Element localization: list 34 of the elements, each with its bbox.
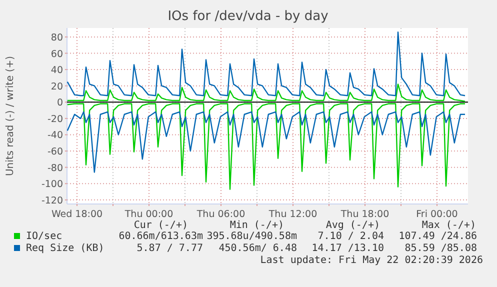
text: 85.59 /85.08: [404, 243, 477, 254]
x-tick-label: Fri 00:00: [416, 209, 458, 220]
y-tick-label: 20: [50, 81, 63, 92]
chart-title: IOs for /dev/vda - by day: [168, 9, 329, 24]
y-tick-label: -100: [41, 179, 63, 190]
text: 107.49 /24.86: [398, 231, 477, 242]
y-tick-label: -120: [41, 195, 63, 206]
text: 7.10 / 2.04: [318, 231, 384, 242]
text: Min (-/+): [230, 220, 284, 231]
text: Avg (-/+): [326, 220, 380, 231]
x-tick-label: Thu 18:00: [340, 209, 390, 220]
legend-label: Req Size (KB): [26, 243, 104, 254]
x-tick-label: Thu 12:00: [268, 209, 318, 220]
text: 5.87 / 7.77: [136, 243, 203, 254]
text: 60.66m/613.63m: [118, 231, 203, 242]
y-tick-label: -60: [47, 146, 63, 158]
y-tick-label: -20: [47, 114, 63, 125]
text: 14.17 /13.10: [312, 243, 384, 254]
y-axis-title: Units read (-) / write (+): [5, 56, 16, 176]
text: Max (-/+): [422, 220, 476, 231]
text: Cur (-/+): [134, 220, 188, 231]
y-tick-label: 0: [56, 98, 63, 109]
x-tick-label: Wed 18:00: [51, 209, 103, 220]
legend-label: IO/sec: [26, 231, 62, 242]
text: 450.56m/ 6.48: [218, 243, 297, 254]
y-tick-label: 80: [50, 32, 63, 44]
y-tick-label: 40: [50, 65, 63, 76]
y-tick-label: -80: [47, 162, 63, 174]
y-tick-label: 60: [50, 48, 63, 60]
x-tick-label: Thu 00:00: [124, 209, 174, 220]
text: 395.68u/490.58m: [206, 231, 297, 242]
y-tick-label: -40: [47, 130, 63, 142]
text: Last update: Fri May 22 02:20:39 2026: [260, 255, 483, 266]
x-tick-label: Thu 06:00: [196, 209, 246, 220]
